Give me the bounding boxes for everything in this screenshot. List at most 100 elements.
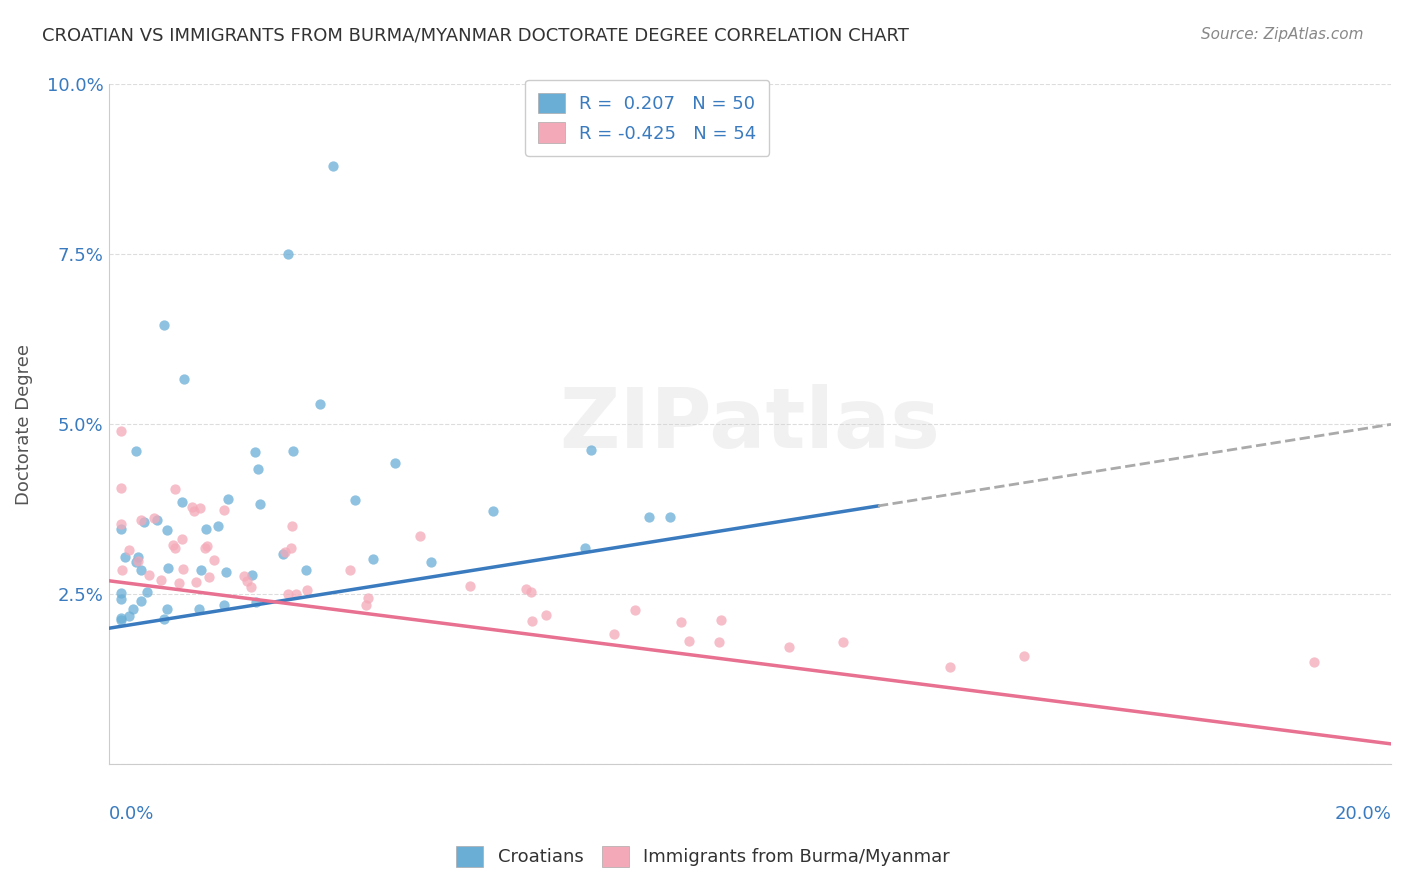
Point <box>482 504 505 518</box>
Point <box>129 513 152 527</box>
Point <box>274 545 297 559</box>
Point <box>188 601 211 615</box>
Point <box>240 580 263 594</box>
Point <box>217 492 239 507</box>
Point <box>188 501 211 516</box>
Point <box>357 591 380 605</box>
Point <box>118 609 141 624</box>
Point <box>183 504 205 518</box>
Point <box>579 443 602 458</box>
Point <box>129 563 152 577</box>
Text: Source: ZipAtlas.com: Source: ZipAtlas.com <box>1201 27 1364 42</box>
Point <box>515 582 537 596</box>
Point <box>308 397 330 411</box>
Point <box>138 568 160 582</box>
Point <box>157 561 180 575</box>
Point <box>121 602 143 616</box>
Text: ZIPatlas: ZIPatlas <box>560 384 941 465</box>
Point <box>127 550 149 565</box>
Point <box>190 563 212 577</box>
Point <box>110 522 132 536</box>
Point <box>145 513 167 527</box>
Point <box>637 510 659 524</box>
Point <box>110 425 132 439</box>
Point <box>152 318 174 332</box>
Point <box>170 495 193 509</box>
Point <box>215 565 238 579</box>
Point <box>419 555 441 569</box>
Point <box>162 538 184 552</box>
Point <box>281 519 304 533</box>
Legend: R =  0.207   N = 50, R = -0.425   N = 54: R = 0.207 N = 50, R = -0.425 N = 54 <box>524 80 769 156</box>
Point <box>170 532 193 546</box>
Point <box>195 522 218 536</box>
Point <box>322 159 344 173</box>
Point <box>233 568 256 582</box>
Point <box>236 574 259 589</box>
Point <box>603 627 626 641</box>
Point <box>165 541 187 556</box>
Point <box>939 660 962 674</box>
Point <box>135 585 157 599</box>
Point <box>295 563 318 577</box>
Point <box>142 511 165 525</box>
Point <box>245 595 267 609</box>
Point <box>181 500 204 514</box>
Point <box>285 587 308 601</box>
Point <box>129 594 152 608</box>
Text: 20.0%: 20.0% <box>1334 805 1391 823</box>
Text: 0.0%: 0.0% <box>108 805 153 823</box>
Point <box>163 482 186 496</box>
Point <box>150 573 173 587</box>
Point <box>153 612 176 626</box>
Point <box>520 585 543 599</box>
Point <box>297 583 319 598</box>
Point <box>202 553 225 567</box>
Point <box>709 635 731 649</box>
Point <box>111 563 134 577</box>
Text: CROATIAN VS IMMIGRANTS FROM BURMA/MYANMAR DOCTORATE DEGREE CORRELATION CHART: CROATIAN VS IMMIGRANTS FROM BURMA/MYANMA… <box>42 27 910 45</box>
Point <box>214 503 236 517</box>
Point <box>110 517 132 532</box>
Point <box>831 634 853 648</box>
Point <box>186 574 208 589</box>
Point <box>271 547 294 561</box>
Point <box>384 456 406 470</box>
Point <box>277 247 299 261</box>
Point <box>277 587 299 601</box>
Point <box>194 541 217 556</box>
Point <box>710 613 733 627</box>
Point <box>1012 649 1035 664</box>
Point <box>195 540 218 554</box>
Point <box>623 603 645 617</box>
Point <box>118 543 141 558</box>
Point <box>156 601 179 615</box>
Point <box>212 598 235 612</box>
Point <box>669 615 692 630</box>
Point <box>280 541 302 556</box>
Point <box>249 497 271 511</box>
Y-axis label: Doctorate Degree: Doctorate Degree <box>15 343 32 505</box>
Point <box>1303 655 1326 669</box>
Point <box>172 562 194 576</box>
Point <box>458 579 481 593</box>
Point <box>110 586 132 600</box>
Point <box>520 614 543 628</box>
Point <box>110 611 132 625</box>
Point <box>678 634 700 648</box>
Point <box>134 516 156 530</box>
Point <box>110 481 132 495</box>
Point <box>125 443 148 458</box>
Legend: Croatians, Immigrants from Burma/Myanmar: Croatians, Immigrants from Burma/Myanmar <box>449 838 957 874</box>
Point <box>242 568 264 582</box>
Point <box>344 493 367 508</box>
Point <box>574 541 596 555</box>
Point <box>339 563 361 577</box>
Point <box>534 608 557 623</box>
Point <box>114 549 136 564</box>
Point <box>363 552 385 566</box>
Point <box>125 555 148 569</box>
Point <box>243 445 266 459</box>
Point <box>167 575 190 590</box>
Point <box>779 640 801 655</box>
